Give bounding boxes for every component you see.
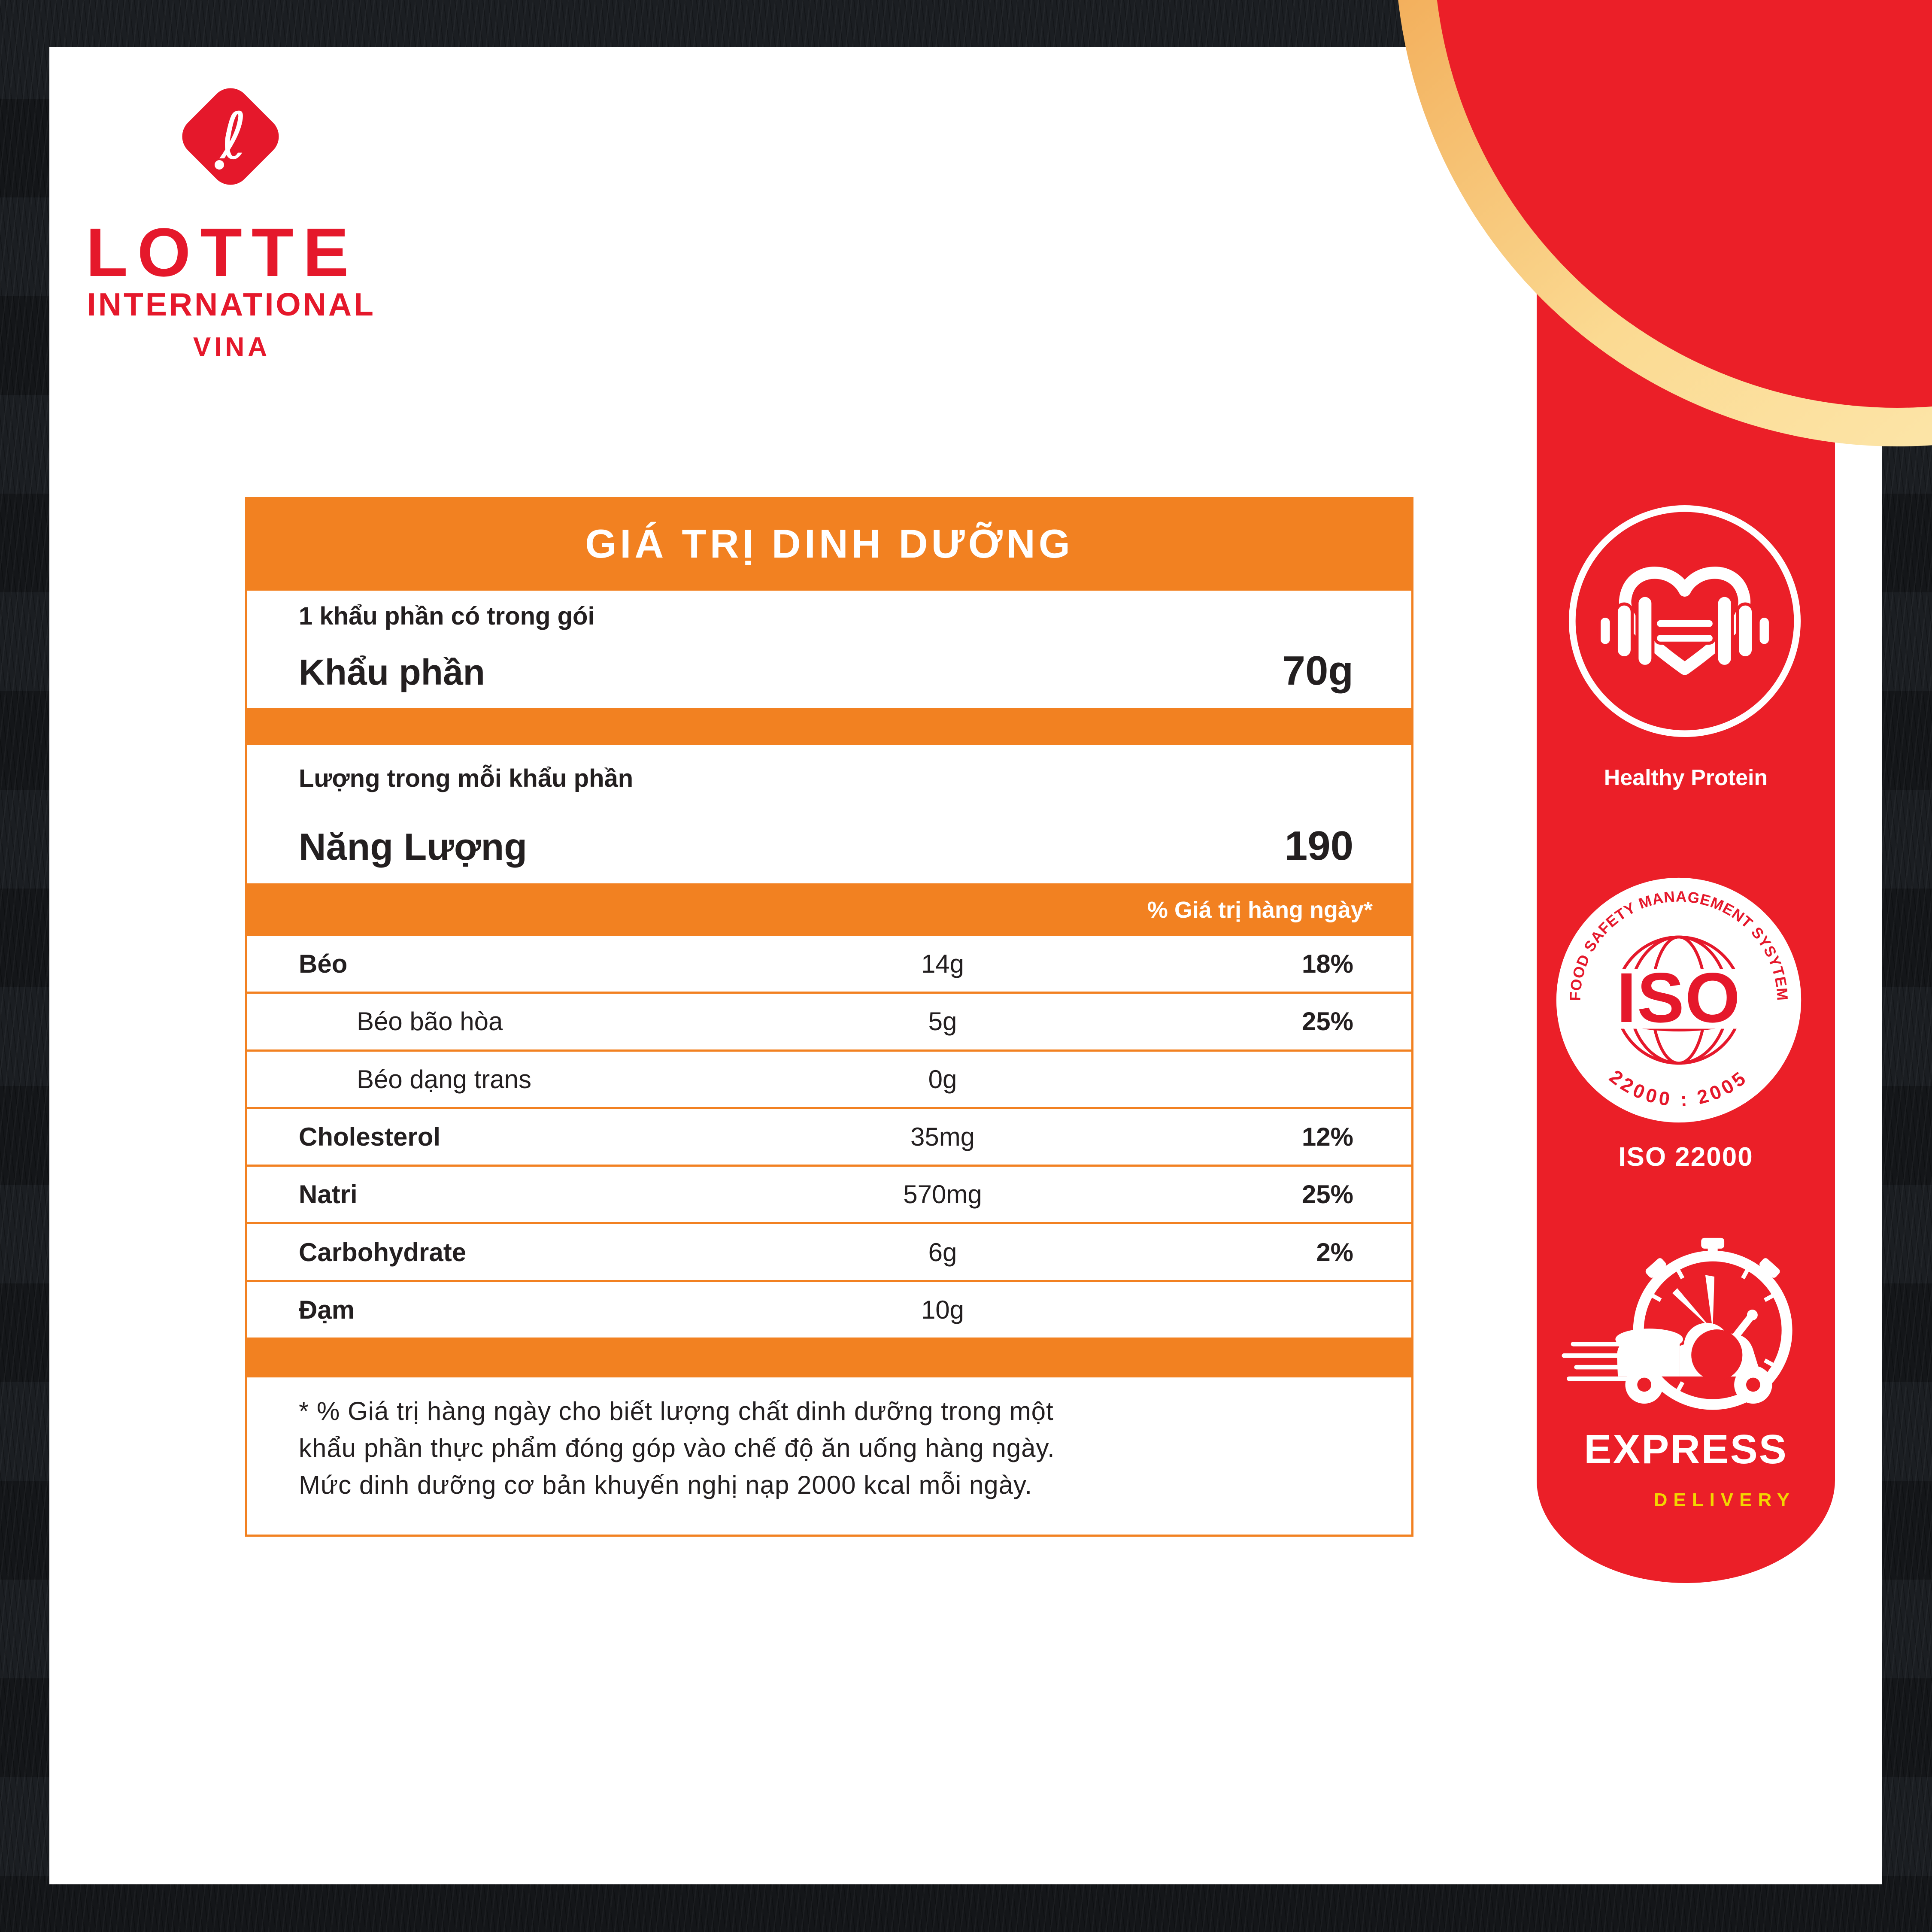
nutrient-amount: 570mg xyxy=(903,1180,982,1209)
brand-region: VINA xyxy=(193,332,271,362)
nutrient-amount: 5g xyxy=(928,1007,957,1036)
nutrition-title: GIÁ TRỊ DINH DƯỠNG xyxy=(247,497,1411,591)
nutrient-daily-value: 18% xyxy=(1301,949,1353,979)
nutrient-daily-value: 25% xyxy=(1301,1007,1353,1036)
nutrient-label: Natri xyxy=(299,1180,358,1209)
lotte-diamond-inner: ℓ xyxy=(191,97,270,176)
nutrient-label: Cholesterol xyxy=(299,1122,441,1151)
brand-name: LOTTE xyxy=(86,214,358,291)
express-delivery-sublabel: DELIVERY xyxy=(1653,1489,1796,1510)
daily-value-header-band: % Giá trị hàng ngày* xyxy=(247,883,1411,936)
energy-value: 190 xyxy=(1284,823,1353,869)
nutrient-row: Béo bão hòa 5g 25% xyxy=(247,994,1411,1052)
nutrient-label: Béo xyxy=(299,949,348,979)
healthy-protein-icon xyxy=(1568,505,1801,737)
orange-bottom-band xyxy=(247,1338,1411,1377)
per-serving-note: Lượng trong mỗi khẩu phần xyxy=(299,764,634,792)
lotte-script-l-glyph: ℓ xyxy=(220,99,247,174)
serving-label: Khẩu phần xyxy=(299,652,485,692)
serving-section: 1 khẩu phần có trong gói Khẩu phần 70g xyxy=(247,591,1411,708)
nutrition-facts-panel: GIÁ TRỊ DINH DƯỠNG 1 khẩu phần có trong … xyxy=(245,497,1413,1537)
nutrient-amount: 10g xyxy=(921,1295,964,1324)
orange-divider xyxy=(247,708,1411,745)
nutrient-amount: 6g xyxy=(928,1237,957,1267)
nutrient-label: Béo dạng trans xyxy=(357,1065,531,1094)
serving-value: 70g xyxy=(1282,648,1353,694)
lotte-diamond-icon: ℓ xyxy=(174,80,287,193)
nutrient-label: Đạm xyxy=(299,1295,355,1324)
nutrient-row: Cholesterol 35mg 12% xyxy=(247,1109,1411,1167)
serving-note: 1 khẩu phần có trong gói xyxy=(299,602,595,630)
iso-22000-badge-icon: FOOD SAFETY MANAGEMENT SYSYTEM 22000 : 2… xyxy=(1556,877,1802,1123)
nutrient-daily-value: 12% xyxy=(1301,1122,1353,1151)
nutrient-row: Đạm 10g xyxy=(247,1282,1411,1338)
nutrient-row: Béo dạng trans 0g xyxy=(247,1052,1411,1109)
nutrient-row: Carbohydrate 6g 2% xyxy=(247,1224,1411,1282)
express-label: EXPRESS xyxy=(1584,1426,1788,1472)
iso-center-text: ISO xyxy=(1617,958,1741,1037)
nutrient-row: Béo 14g 18% xyxy=(247,936,1411,994)
nutrient-amount: 35mg xyxy=(910,1122,975,1151)
nutrient-daily-value: 2% xyxy=(1316,1237,1353,1267)
brand-subtitle: INTERNATIONAL xyxy=(87,286,376,322)
iso-22000-label: ISO 22000 xyxy=(1618,1142,1753,1172)
daily-value-header: % Giá trị hàng ngày* xyxy=(1147,897,1373,923)
nutrient-label: Carbohydrate xyxy=(299,1237,467,1267)
nutrient-label: Béo bão hòa xyxy=(357,1007,503,1036)
nutrient-rows: Béo 14g 18% Béo bão hòa 5g 25% Béo dạng trans 0… xyxy=(247,936,1411,1338)
lotte-logo-dot xyxy=(215,160,224,170)
energy-section: Lượng trong mỗi khẩu phần Năng Lượng 190 xyxy=(247,745,1411,883)
nutrient-amount: 14g xyxy=(921,949,964,979)
nutrient-row: Natri 570mg 25% xyxy=(247,1167,1411,1225)
nutrient-daily-value: 25% xyxy=(1301,1180,1353,1209)
daily-value-footnote: * % Giá trị hàng ngày cho biết lượng chấ… xyxy=(299,1397,1055,1499)
energy-label: Năng Lượng xyxy=(299,825,527,868)
nutrient-amount: 0g xyxy=(928,1065,957,1094)
healthy-protein-label: Healthy Protein xyxy=(1604,765,1768,790)
express-delivery-icon xyxy=(1562,1237,1792,1410)
